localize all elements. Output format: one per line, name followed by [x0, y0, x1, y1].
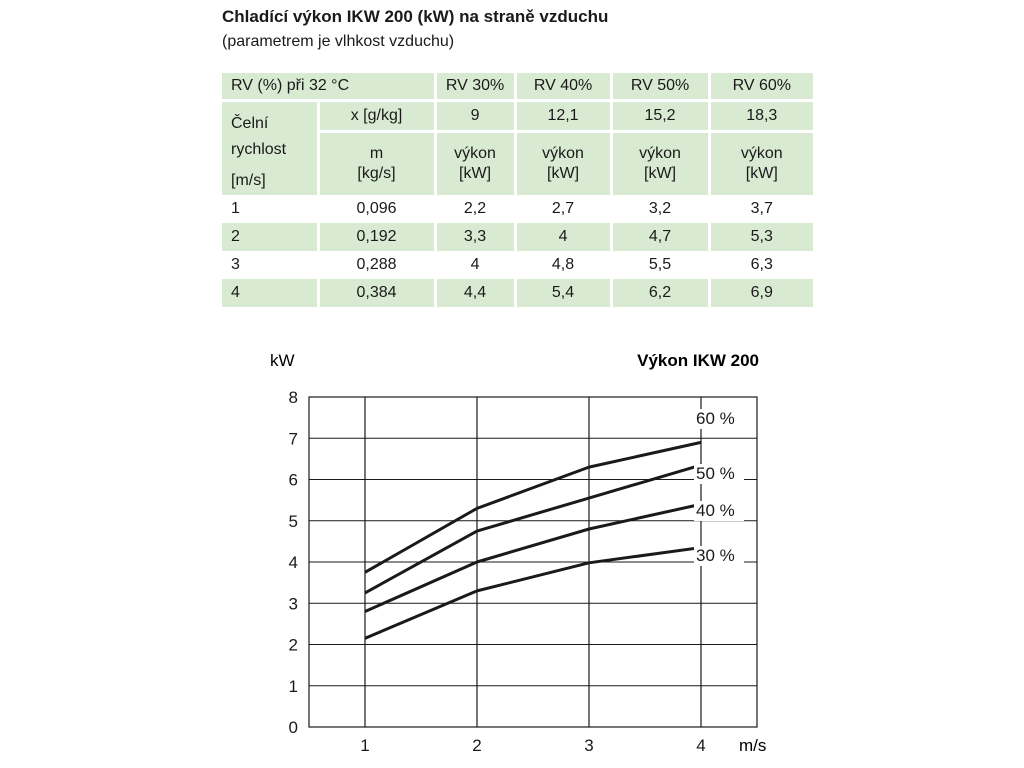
x-label-cell: x [g/kg] [316, 98, 436, 132]
value-cell: 3,7 [707, 194, 814, 223]
series-line [364, 440, 702, 574]
m-cell: 0,096 [316, 194, 436, 223]
vykon-unit-line: výkon [542, 144, 584, 162]
m-unit-line: m [369, 144, 384, 162]
table-row: 4 0,384 4,4 5,4 6,2 6,9 [222, 278, 814, 307]
value-cell: 4,8 [513, 250, 612, 279]
series-label: 60 % [696, 409, 735, 428]
celni-line: Čelní [231, 114, 269, 132]
value-cell: 4,4 [433, 278, 516, 307]
value-cell: 2,7 [513, 194, 612, 223]
table-x-row: Čelní rychlost [m/s] x [g/kg] 9 12,1 15,… [222, 98, 814, 195]
value-cell: 3,3 [433, 222, 516, 251]
value-cell: 4,7 [609, 222, 710, 251]
x-value-cell: 9 [433, 98, 516, 132]
table-header-row: RV (%) při 32 °C RV 30% RV 40% RV 50% RV… [222, 73, 814, 100]
x-tick-label: 4 [696, 736, 705, 755]
value-cell: 4 [433, 250, 516, 279]
value-cell: 6,9 [707, 278, 814, 307]
series-label-bg [694, 409, 744, 429]
y-tick-label: 0 [289, 718, 298, 737]
x-value-cell: 15,2 [609, 98, 710, 132]
x-axis-label: m/s [739, 736, 766, 755]
value-cell: 5,5 [609, 250, 710, 279]
value-cell: 3,2 [609, 194, 710, 223]
series-label: 50 % [696, 464, 735, 483]
table-row: 1 0,096 2,2 2,7 3,2 3,7 [222, 194, 814, 223]
vykon-unit-line: [kW] [745, 164, 778, 182]
rv-column-header: RV 60% [707, 73, 814, 100]
value-cell: 5,3 [707, 222, 814, 251]
rv-column-header: RV 40% [513, 73, 612, 100]
value-cell: 2,2 [433, 194, 516, 223]
table-row: 2 0,192 3,3 4 4,7 5,3 [222, 222, 814, 251]
chart-title: Výkon IKW 200 [637, 351, 759, 370]
x-tick-label: 1 [360, 736, 369, 755]
vykon-unit-cell: výkon [kW] [513, 130, 612, 195]
speed-cell: 1 [231, 199, 240, 217]
series-label-bg [694, 501, 744, 521]
series-line [364, 463, 702, 595]
m-cell: 0,192 [316, 222, 436, 251]
y-tick-label: 1 [289, 677, 298, 696]
value-cell: 6,2 [609, 278, 710, 307]
page-title: Chladící výkon IKW 200 (kW) na straně vz… [222, 7, 609, 26]
speed-cell: 4 [222, 278, 318, 307]
vykon-unit-cell: výkon [kW] [609, 130, 710, 195]
y-tick-label: 2 [289, 636, 298, 655]
series-label: 30 % [696, 546, 735, 565]
table-unit-row: m [kg/s] výkon [kW] výkon [kW] výkon [kW… [222, 130, 814, 195]
y-tick-label: 3 [289, 594, 298, 613]
vykon-unit-cell: výkon [kW] [707, 130, 814, 195]
speed-cell: 3 [231, 255, 240, 273]
m-cell: 0,384 [316, 278, 436, 307]
y-tick-label: 8 [289, 388, 298, 407]
vykon-unit-line: [kW] [459, 164, 492, 182]
m-cell: 0,288 [316, 250, 436, 279]
vykon-unit-line: výkon [454, 144, 496, 162]
value-cell: 6,3 [707, 250, 814, 279]
speed-cell: 2 [222, 222, 318, 251]
vykon-unit-line: [kW] [644, 164, 677, 182]
page-subtitle: (parametrem je vlhkost vzduchu) [222, 33, 455, 50]
table-row: 3 0,288 4 4,8 5,5 6,3 [222, 250, 814, 279]
y-axis-label: kW [270, 351, 295, 370]
data-table: RV (%) při 32 °C RV 30% RV 40% RV 50% RV… [222, 73, 814, 307]
m-unit-cell: m [kg/s] [316, 130, 436, 195]
value-cell: 5,4 [513, 278, 612, 307]
series-label: 40 % [696, 501, 735, 520]
rv-label-cell: RV (%) při 32 °C [222, 73, 436, 100]
celni-line: [m/s] [231, 171, 266, 189]
x-value-cell: 18,3 [707, 98, 814, 132]
x-tick-label: 3 [584, 736, 593, 755]
series-line [364, 546, 702, 640]
y-tick-label: 6 [289, 471, 298, 490]
rv-column-header: RV 50% [609, 73, 710, 100]
series-label-bg [694, 464, 744, 484]
x-value-cell: 12,1 [513, 98, 612, 132]
vykon-unit-cell: výkon [kW] [433, 130, 516, 195]
vykon-unit-line: výkon [740, 144, 783, 162]
y-tick-label: 5 [289, 512, 298, 531]
x-tick-label: 2 [472, 736, 481, 755]
vykon-unit-line: [kW] [547, 164, 580, 182]
y-tick-label: 4 [289, 553, 298, 572]
m-unit-line: [kg/s] [357, 164, 396, 182]
celni-cell: Čelní rychlost [m/s] [222, 98, 318, 195]
celni-line: rychlost [231, 140, 287, 158]
value-cell: 4 [513, 222, 612, 251]
series-line [364, 502, 702, 613]
rv-column-header: RV 30% [433, 73, 516, 100]
y-tick-label: 7 [289, 429, 298, 448]
vykon-unit-line: výkon [639, 144, 681, 162]
series-label-bg [694, 546, 744, 566]
